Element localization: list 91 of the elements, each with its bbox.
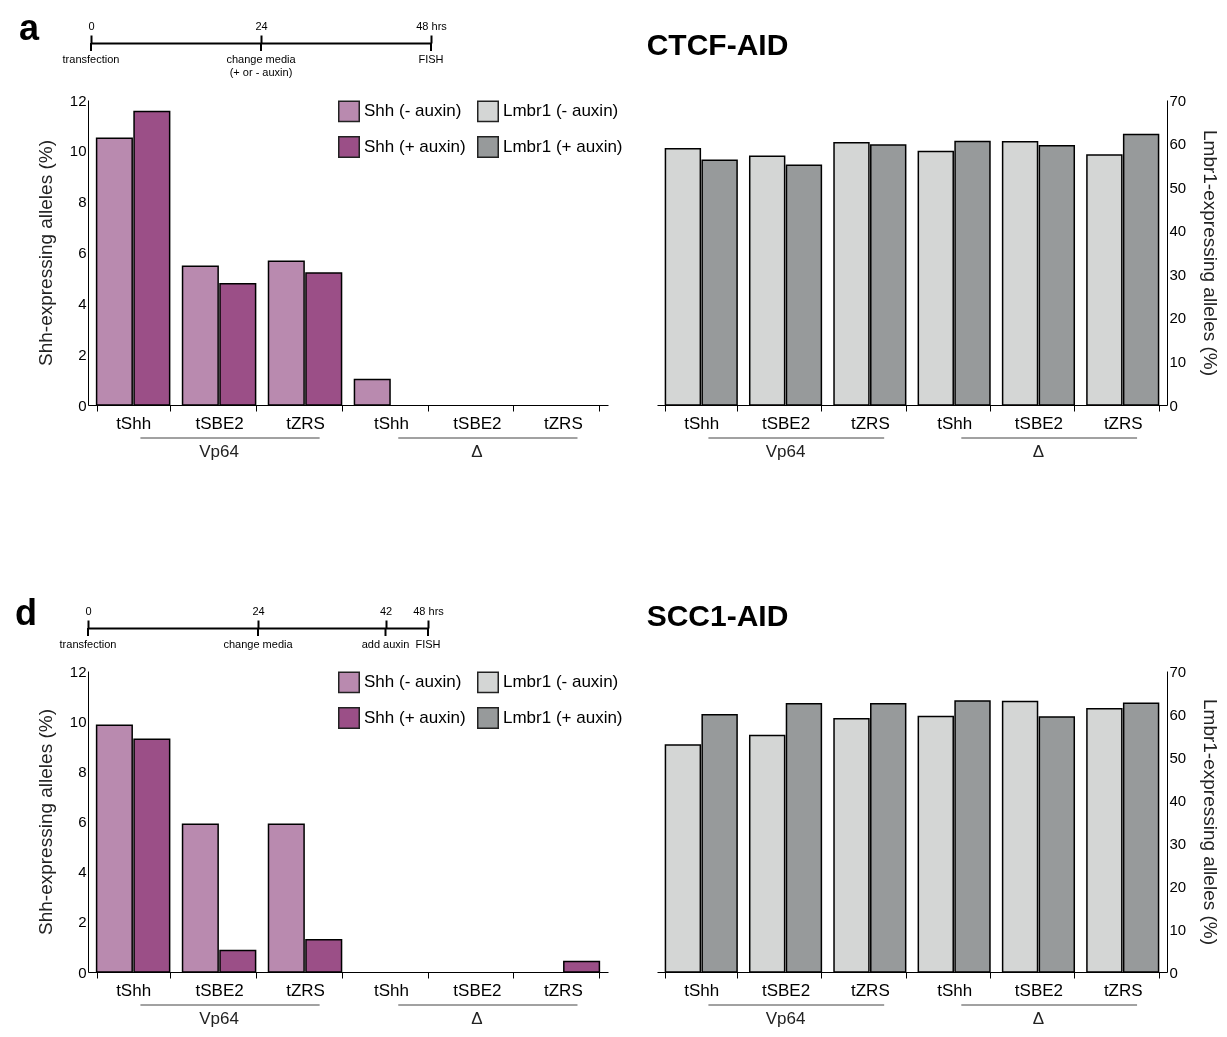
y2-tick-label: 30 — [1169, 265, 1187, 283]
text: Vp64 — [199, 442, 239, 461]
text: change media (+ or - auxin) — [226, 53, 296, 78]
y2-tick-label: 50 — [1169, 178, 1187, 196]
text: FISH — [418, 53, 444, 65]
legend-label: Lmbr1 (- auxin) — [503, 672, 619, 692]
text: Vp64 — [199, 1009, 239, 1028]
x-tick-label: tShh — [937, 980, 973, 1000]
text: FISH — [415, 638, 441, 650]
y2-tick-label: 70 — [1169, 91, 1187, 109]
x-tick-label: tZRS — [850, 980, 890, 1000]
x-tick-label: tZRS — [1103, 980, 1143, 1000]
category-label: 24 — [255, 19, 268, 32]
y-tick-label: 10 — [69, 142, 87, 160]
text: Δ — [471, 1009, 483, 1028]
x-tick-label: tSBE2 — [761, 980, 811, 1000]
text: Δ — [1032, 1009, 1045, 1028]
category-label: 42 — [379, 604, 393, 617]
category-label: 48 hrs — [413, 604, 445, 617]
y-tick-label: 8 — [78, 193, 87, 211]
legend-label: Lmbr1 (+ auxin) — [503, 137, 623, 156]
y2-tick-label: 10 — [1169, 920, 1187, 938]
y2-tick-label: 10 — [1169, 352, 1187, 370]
chart-title: CTCF-AID — [646, 28, 789, 61]
x-tick-label: tSBE2 — [761, 413, 811, 433]
legend-label: Shh (- auxin) — [364, 101, 462, 121]
y-tick-label: 4 — [78, 294, 87, 312]
legend-label: Lmbr1 (+ auxin) — [503, 708, 623, 727]
y2-tick-label: 40 — [1169, 791, 1187, 809]
y-tick-label: 12 — [69, 91, 87, 109]
chart-title: SCC1-AID — [646, 599, 789, 632]
y-tick-label: 6 — [78, 244, 87, 261]
x-tick-label: tZRS — [850, 413, 890, 433]
x-tick-label: tZRS — [544, 413, 583, 433]
text: transfection — [59, 638, 117, 650]
x-tick-label: tSBE2 — [1014, 413, 1064, 433]
text: Δ — [1032, 442, 1045, 461]
x-tick-label: tZRS — [1103, 413, 1143, 433]
y2-axis-title: Lmbr1-expressing alleles (%) — [1200, 698, 1222, 946]
y2-tick-label: 60 — [1169, 705, 1187, 723]
text: Vp64 — [765, 442, 806, 461]
y-axis-title: Shh-expressing alleles (%) — [34, 140, 56, 366]
text: change media — [223, 638, 293, 650]
y2-tick-label: 70 — [1169, 662, 1187, 680]
y2-tick-label: 20 — [1169, 877, 1187, 895]
y-tick-label: 8 — [78, 762, 87, 780]
legend-label: Lmbr1 (- auxin) — [503, 101, 619, 121]
x-tick-label: tShh — [937, 413, 973, 433]
y-tick-label: 6 — [78, 813, 87, 830]
y-tick-label: 0 — [78, 963, 87, 981]
text: Vp64 — [765, 1009, 806, 1028]
y-tick-label: 12 — [69, 662, 87, 680]
y2-tick-label: 0 — [1169, 963, 1178, 981]
x-tick-label: tShh — [684, 980, 720, 1000]
text: transfection — [62, 53, 120, 65]
category-label: 0 — [88, 19, 95, 32]
x-tick-label: tSBE2 — [1014, 980, 1064, 1000]
x-tick-label: tShh — [116, 980, 152, 1000]
x-tick-label: tZRS — [286, 980, 325, 1000]
legend-label: Shh (+ auxin) — [364, 708, 466, 727]
y-axis-title: Shh-expressing alleles (%) — [34, 709, 56, 935]
x-tick-label: tZRS — [286, 413, 325, 433]
y2-tick-label: 0 — [1169, 396, 1178, 414]
text: Δ — [471, 442, 483, 461]
x-tick-label: tSBE2 — [453, 413, 502, 433]
category-label: 48 hrs — [416, 19, 448, 32]
legend-label: Shh (+ auxin) — [364, 137, 466, 156]
legend-label: Shh (- auxin) — [364, 672, 462, 692]
x-tick-label: tSBE2 — [453, 980, 502, 1000]
x-tick-label: tShh — [373, 980, 409, 1000]
x-tick-label: tShh — [116, 413, 152, 433]
x-tick-label: tShh — [373, 413, 409, 433]
y-tick-label: 2 — [78, 345, 87, 363]
x-tick-label: tSBE2 — [195, 413, 244, 433]
y2-axis-title: Lmbr1-expressing alleles (%) — [1200, 129, 1222, 377]
text: a — [18, 7, 40, 48]
y2-tick-label: 40 — [1169, 222, 1187, 240]
y2-tick-label: 60 — [1169, 135, 1187, 153]
text: add auxin — [361, 638, 410, 650]
y-tick-label: 10 — [69, 712, 87, 730]
y2-tick-label: 20 — [1169, 309, 1187, 327]
category-label: 24 — [252, 604, 265, 617]
y2-tick-label: 30 — [1169, 834, 1187, 852]
text: d — [15, 592, 37, 633]
y-tick-label: 0 — [78, 396, 87, 414]
x-tick-label: tShh — [684, 413, 720, 433]
y-tick-label: 2 — [78, 913, 87, 931]
x-tick-label: tSBE2 — [195, 980, 244, 1000]
y2-tick-label: 50 — [1169, 748, 1187, 766]
y-tick-label: 4 — [78, 863, 87, 881]
x-tick-label: tZRS — [544, 980, 583, 1000]
